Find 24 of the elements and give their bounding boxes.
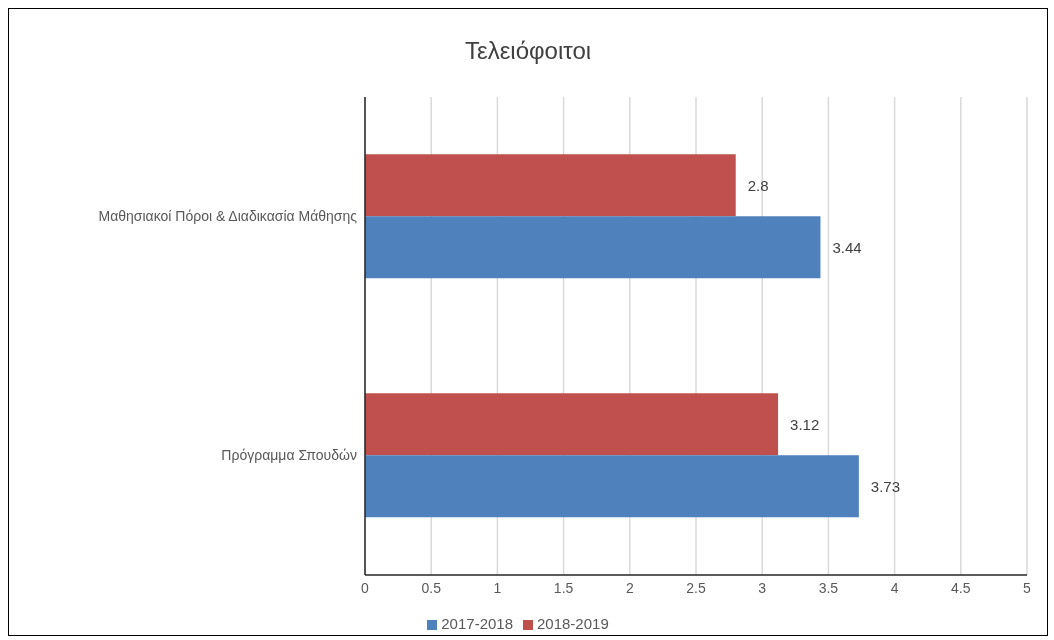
bar <box>365 216 821 279</box>
bar <box>365 455 859 518</box>
x-tick-label: 2.5 <box>686 579 706 596</box>
data-label: 3.12 <box>790 415 820 433</box>
x-tick-label: 0 <box>361 579 370 596</box>
data-label: 2.8 <box>747 176 769 194</box>
x-tick-label: 0.5 <box>421 579 442 596</box>
chart-title: Τελειόφοιτοι <box>463 37 593 65</box>
x-tick-label: 5 <box>1023 579 1032 596</box>
x-tick-label: 4.5 <box>951 579 971 596</box>
x-tick-label: 1 <box>493 579 502 596</box>
y-tick-label: Πρόγραμμα Σπουδών <box>221 447 357 464</box>
bar <box>365 154 736 217</box>
data-label: 3.73 <box>870 477 901 495</box>
x-tick-label: 2 <box>625 579 634 596</box>
x-tick-label: 4 <box>890 579 899 596</box>
bar <box>365 393 779 456</box>
x-tick-label: 3.5 <box>818 579 839 596</box>
x-tick-label: 3 <box>758 579 767 596</box>
y-tick-label: Μαθησιακοί Πόροι & Διαδικασία Μάθησης <box>98 208 358 225</box>
legend-label: 2018-2019 <box>537 615 609 632</box>
x-tick-label: 1.5 <box>553 579 574 596</box>
data-label: 3.44 <box>832 238 862 256</box>
legend-label: 2017-2018 <box>441 615 513 632</box>
